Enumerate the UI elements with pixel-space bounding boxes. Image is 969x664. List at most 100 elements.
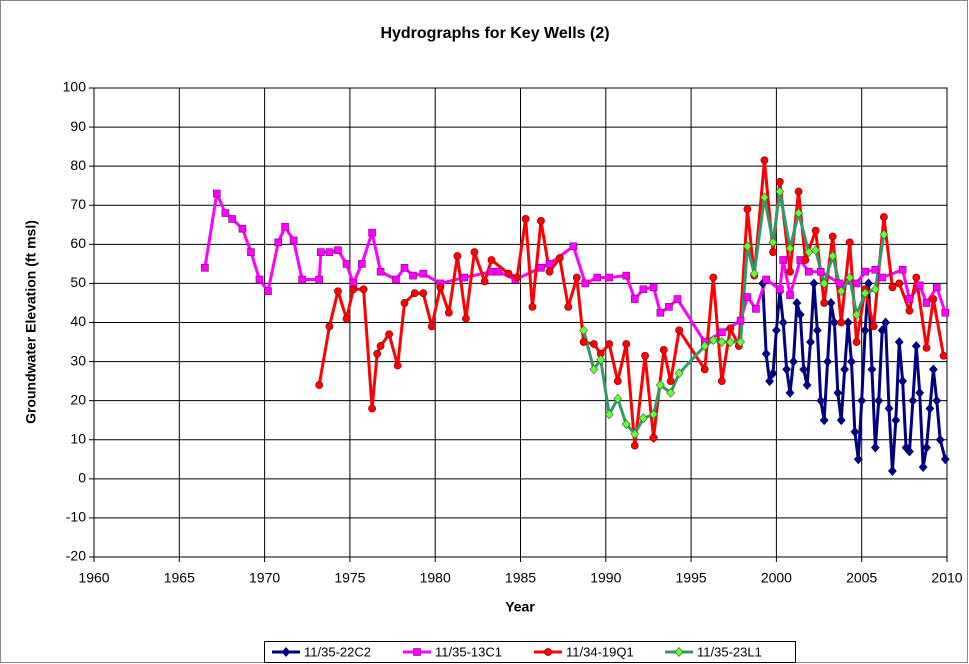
marker — [928, 364, 938, 375]
marker — [641, 351, 649, 360]
x-tick-label: 1975 — [334, 570, 365, 586]
marker — [752, 305, 760, 313]
marker — [630, 428, 640, 439]
marker — [613, 377, 622, 386]
marker — [871, 265, 880, 274]
marker — [912, 273, 921, 282]
marker — [736, 337, 745, 347]
marker — [804, 247, 814, 258]
marker — [794, 208, 803, 219]
y-tick-label: -20 — [66, 548, 86, 564]
marker — [342, 314, 351, 323]
x-axis-label: Year — [505, 599, 535, 615]
marker — [761, 348, 771, 359]
marker — [528, 302, 537, 311]
marker — [325, 248, 334, 256]
marker — [795, 309, 805, 320]
marker — [604, 409, 614, 420]
marker — [742, 241, 752, 252]
x-tick-label: 1995 — [676, 570, 707, 586]
marker — [768, 237, 778, 248]
marker — [802, 380, 812, 390]
marker — [776, 285, 784, 294]
marker — [487, 267, 496, 276]
marker — [255, 275, 264, 284]
marker — [878, 273, 886, 282]
marker — [879, 213, 888, 221]
marker — [922, 442, 931, 453]
marker — [555, 254, 564, 262]
legend-label: 11/35-23L1 — [697, 644, 762, 659]
marker — [579, 338, 588, 346]
marker — [760, 156, 769, 165]
marker — [935, 434, 945, 445]
x-tick-label: 2000 — [761, 570, 792, 586]
marker — [358, 260, 366, 268]
y-tick-label: 60 — [70, 235, 86, 251]
marker — [631, 295, 639, 303]
marker — [342, 260, 351, 268]
marker — [905, 295, 914, 303]
marker — [581, 279, 590, 288]
marker — [845, 272, 855, 283]
x-tick-label: 1985 — [505, 570, 536, 586]
x-tick-label: 2005 — [846, 570, 877, 586]
legend-label: 11/35-22C2 — [304, 644, 371, 659]
marker — [674, 368, 684, 379]
marker — [809, 278, 819, 289]
marker — [494, 267, 503, 276]
legend-label: 11/34-19Q1 — [566, 644, 634, 659]
marker — [462, 314, 470, 323]
marker — [908, 395, 918, 406]
marker — [675, 326, 684, 335]
marker — [298, 275, 306, 284]
marker — [325, 322, 334, 331]
marker — [579, 325, 589, 336]
y-tick-label: 40 — [70, 313, 86, 329]
marker — [630, 441, 639, 450]
marker — [589, 340, 598, 348]
marker — [726, 324, 735, 333]
marker — [359, 285, 368, 294]
marker — [895, 279, 904, 288]
marker — [799, 364, 809, 375]
marker — [932, 395, 942, 406]
marker — [845, 238, 854, 247]
marker — [852, 338, 861, 346]
marker — [649, 433, 658, 442]
marker — [828, 251, 838, 262]
y-tick-label: 0 — [78, 470, 86, 486]
marker — [869, 322, 878, 331]
marker — [400, 299, 409, 307]
marker — [820, 299, 829, 307]
marker — [850, 426, 860, 437]
marker — [659, 345, 668, 354]
marker — [281, 647, 291, 657]
marker — [888, 283, 897, 292]
marker — [674, 647, 684, 657]
marker — [317, 248, 325, 256]
marker — [444, 308, 453, 317]
marker — [826, 298, 836, 308]
marker — [867, 364, 877, 375]
marker — [639, 285, 648, 294]
marker — [816, 395, 826, 406]
marker — [785, 243, 795, 254]
marker — [778, 317, 788, 328]
x-tick-label: 1970 — [249, 570, 280, 586]
marker — [874, 395, 884, 406]
marker — [816, 267, 825, 276]
marker — [853, 454, 863, 465]
marker — [749, 268, 759, 279]
marker — [775, 186, 785, 197]
marker — [771, 325, 781, 336]
marker — [915, 387, 925, 398]
marker — [622, 271, 631, 280]
marker — [718, 328, 726, 337]
marker — [487, 256, 496, 264]
x-tick-label: 1990 — [590, 570, 621, 586]
x-tick-label: 1980 — [420, 570, 451, 586]
marker — [281, 222, 289, 231]
marker — [315, 275, 323, 284]
